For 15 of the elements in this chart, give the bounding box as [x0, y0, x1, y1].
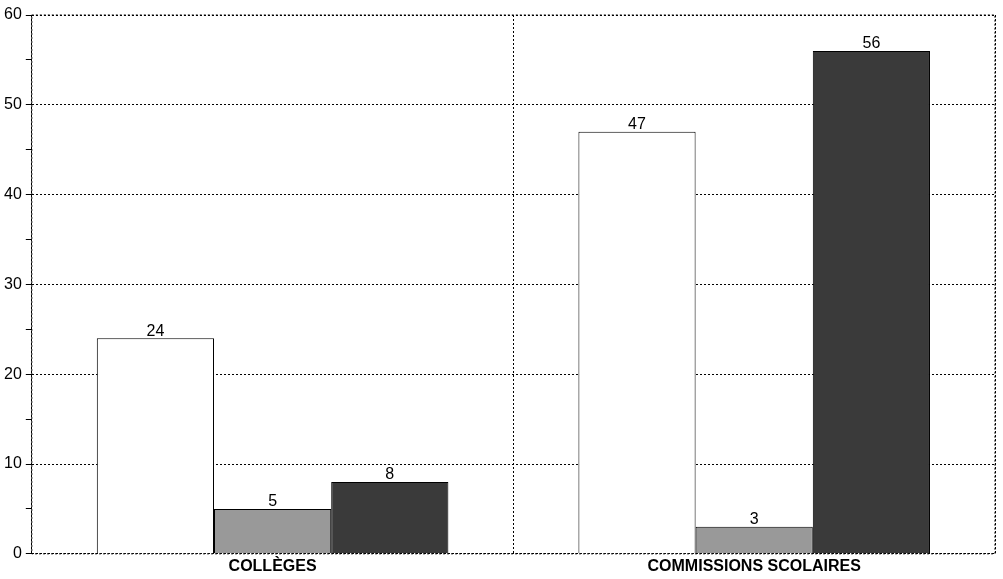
- data-label: 47: [628, 115, 647, 133]
- y-tick-label: 20: [4, 364, 22, 382]
- data-label: 56: [862, 34, 881, 52]
- y-tick-label: 50: [4, 95, 22, 113]
- data-label: 5: [268, 492, 278, 510]
- data-label: 8: [385, 465, 395, 483]
- y-tick-label: 30: [4, 274, 22, 292]
- y-tick-label: 10: [4, 454, 22, 472]
- y-tick-label: 40: [4, 185, 22, 203]
- data-label: 24: [146, 321, 165, 339]
- x-tick-label: COMMISSIONS SCOLAIRES: [647, 556, 862, 574]
- y-tick-label: 60: [4, 5, 22, 23]
- x-tick-label: COLLÈGES: [228, 555, 317, 574]
- y-tick-label: 0: [12, 544, 22, 562]
- data-label: 3: [749, 510, 759, 528]
